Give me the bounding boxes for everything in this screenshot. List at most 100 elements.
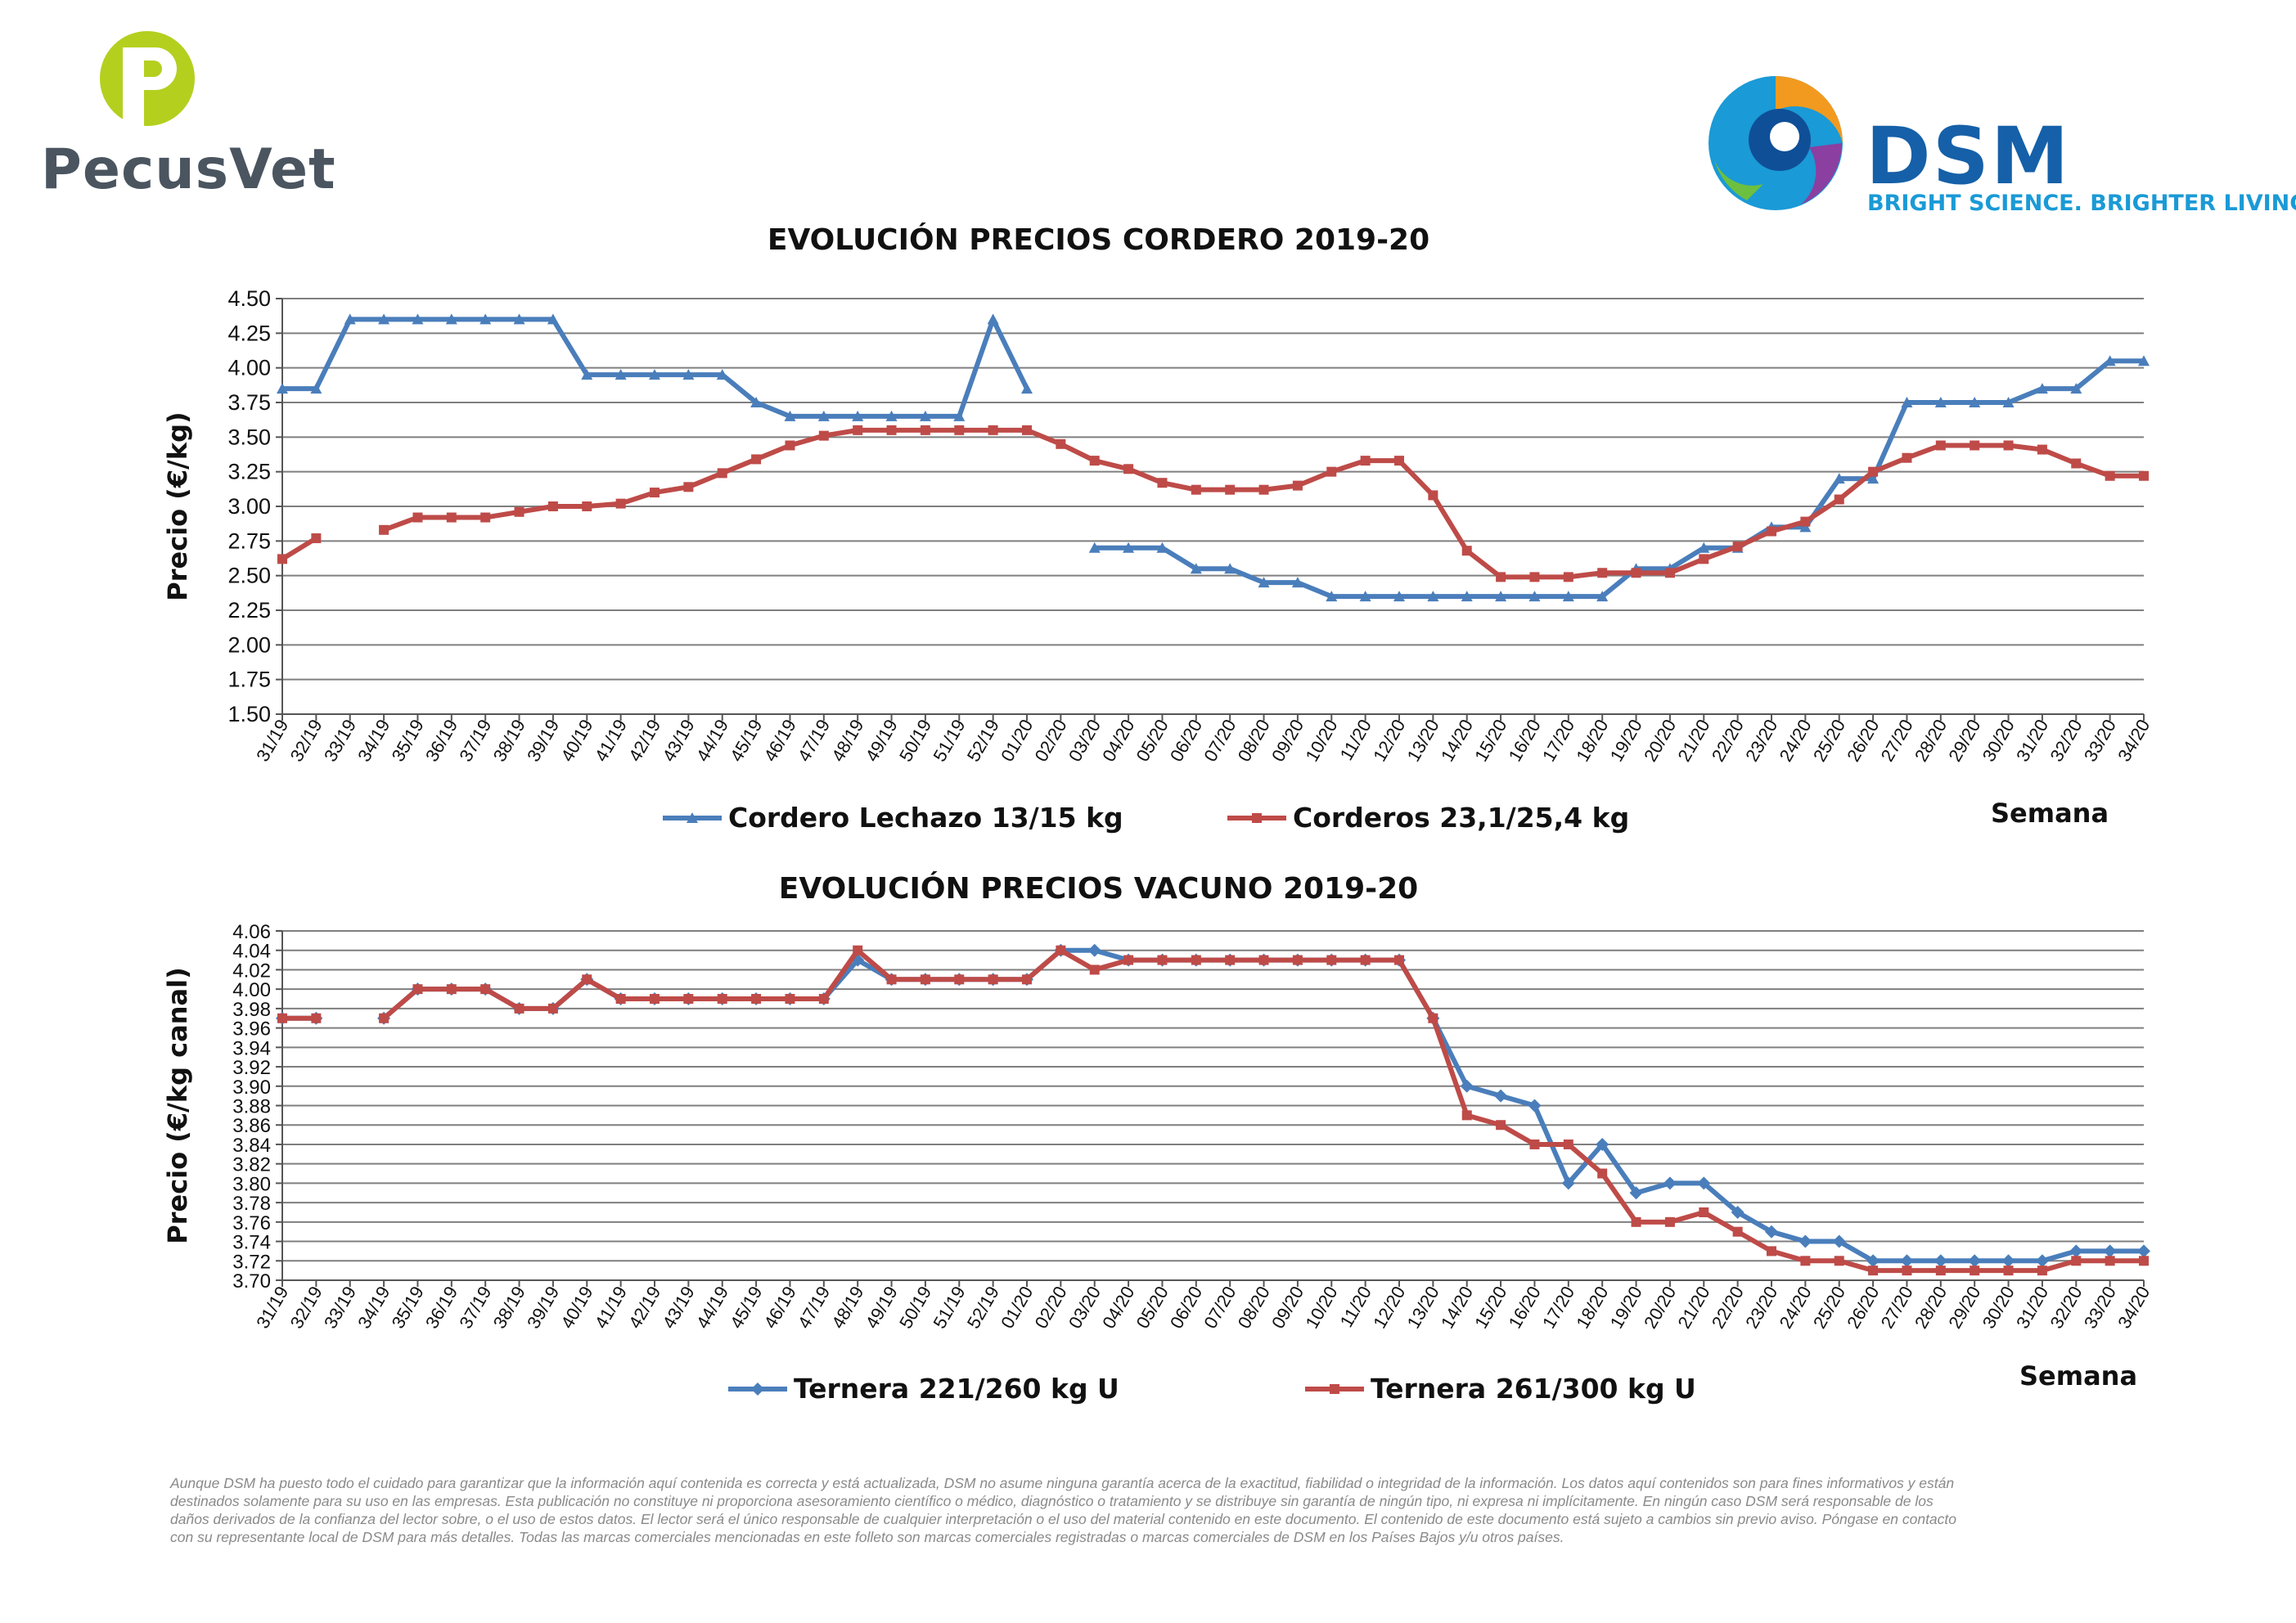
data-point [2035, 1254, 2049, 1268]
x-tick-label: 30/20 [1979, 1283, 2019, 1332]
x-tick-label: 32/20 [2046, 1283, 2086, 1332]
disclaimer-line: Aunque DSM ha puesto todo el cuidado par… [170, 1475, 1955, 1491]
data-point [852, 410, 864, 421]
data-point [379, 524, 389, 535]
y-tick-label: 4.25 [227, 321, 271, 345]
data-point [920, 974, 930, 985]
data-point [1529, 1139, 1540, 1149]
data-point [1394, 955, 1404, 965]
x-tick-label: 32/20 [2046, 716, 2086, 765]
series-line [383, 427, 2144, 580]
y-tick-label: 3.96 [232, 1018, 271, 1041]
data-point [784, 410, 796, 421]
x-tick-label: 28/20 [1911, 716, 1951, 765]
x-tick-label: 20/20 [1640, 1283, 1680, 1332]
chart-vacuno: EVOLUCIÓN PRECIOS VACUNO 2019-20 4.064.04… [162, 871, 2154, 1405]
data-point [1428, 1013, 1438, 1023]
x-tick-label: 03/20 [1065, 716, 1105, 765]
data-point [1900, 1254, 1914, 1268]
x-tick-label: 50/19 [895, 1283, 935, 1332]
data-point [1834, 494, 1844, 505]
data-point [581, 369, 593, 380]
data-point [1868, 1266, 1879, 1276]
x-tick-label: 09/20 [1267, 1283, 1308, 1332]
y-tick-label: 3.86 [232, 1115, 271, 1137]
x-tick-label: 04/20 [1098, 716, 1138, 765]
x-tick-label: 35/19 [388, 1283, 428, 1332]
x-tick-label: 28/20 [1911, 1283, 1951, 1332]
data-point [1123, 542, 1135, 553]
x-tick-label: 51/19 [929, 716, 969, 765]
data-point [1360, 456, 1371, 466]
x-tick-label: 42/19 [624, 1283, 664, 1332]
data-point [514, 506, 524, 517]
data-point [1629, 1186, 1643, 1200]
legend-marker [687, 812, 698, 823]
x-tick-label: 17/20 [1538, 1283, 1578, 1332]
data-point [1631, 1216, 1641, 1227]
x-tick-label: 26/20 [1843, 1283, 1883, 1332]
data-point [1496, 1120, 1506, 1131]
data-point [2137, 1244, 2150, 1258]
data-point [1597, 568, 1608, 578]
data-point [1663, 1176, 1677, 1190]
data-point [1427, 591, 1439, 602]
data-point [1156, 542, 1168, 553]
x-tick-label: 07/20 [1200, 716, 1240, 765]
y-tick-label: 3.84 [232, 1135, 271, 1157]
x-tick-label: 05/20 [1132, 1283, 1173, 1332]
x-tick-label: 33/19 [320, 1283, 360, 1332]
dsm-tagline: BRIGHT SCIENCE. BRIGHTER LIVING. [1867, 191, 2296, 216]
data-point [1360, 955, 1371, 965]
x-tick-label: 43/19 [659, 716, 699, 765]
data-point [480, 984, 491, 995]
series-2 [277, 425, 2149, 582]
x-tick-label: 37/19 [455, 716, 495, 765]
x-tick-label: 03/20 [1065, 1283, 1105, 1332]
data-point [1969, 397, 1981, 407]
data-point [1935, 440, 1946, 451]
x-tick-label: 23/20 [1741, 1283, 1781, 1332]
data-point [1292, 480, 1303, 491]
legend-marker [751, 1382, 764, 1396]
data-point [1258, 955, 1269, 965]
data-point [1934, 397, 1947, 407]
data-point [717, 468, 727, 479]
x-tick-label: 38/19 [489, 1283, 529, 1332]
series-1 [277, 313, 2150, 602]
x-tick-label: 13/20 [1403, 716, 1443, 765]
y-tick-label: 4.04 [232, 941, 271, 963]
x-tick-label: 49/19 [862, 1283, 902, 1332]
data-point [1494, 1089, 1508, 1103]
data-point [717, 994, 727, 1005]
legend-label: Corderos 23,1/25,4 kg [1293, 802, 1629, 834]
data-point [1867, 473, 1880, 484]
data-point [1157, 955, 1168, 965]
data-point [1191, 484, 1201, 495]
legend-marker [1330, 1384, 1339, 1394]
data-point [1596, 1137, 1609, 1151]
x-tick-label: 24/20 [1776, 1283, 1816, 1332]
y-tick-label: 3.72 [232, 1251, 271, 1273]
x-tick-label: 17/20 [1538, 716, 1578, 765]
x-tick-label: 18/20 [1572, 1283, 1612, 1332]
data-point [751, 994, 762, 1005]
data-point [1225, 955, 1236, 965]
data-point [2138, 355, 2150, 366]
x-tick-label: 02/20 [1031, 716, 1071, 765]
data-point [2105, 470, 2115, 481]
x-tick-label: 37/19 [455, 1283, 495, 1332]
x-tick-label: 33/19 [320, 716, 360, 765]
x-tick-label: 33/20 [2080, 1283, 2120, 1332]
data-point [2071, 458, 2082, 469]
data-point [1631, 568, 1641, 578]
data-point [1021, 383, 1033, 394]
x-tick-label: 18/20 [1572, 716, 1612, 765]
data-point [1562, 591, 1574, 602]
data-point [1934, 1254, 1947, 1268]
x-tick-label: 06/20 [1166, 1283, 1206, 1332]
data-point [1799, 521, 1812, 533]
x-tick-label: 32/19 [286, 716, 326, 765]
dsm-swirl-icon [1708, 76, 1843, 210]
x-tick-label: 04/20 [1098, 1283, 1138, 1332]
